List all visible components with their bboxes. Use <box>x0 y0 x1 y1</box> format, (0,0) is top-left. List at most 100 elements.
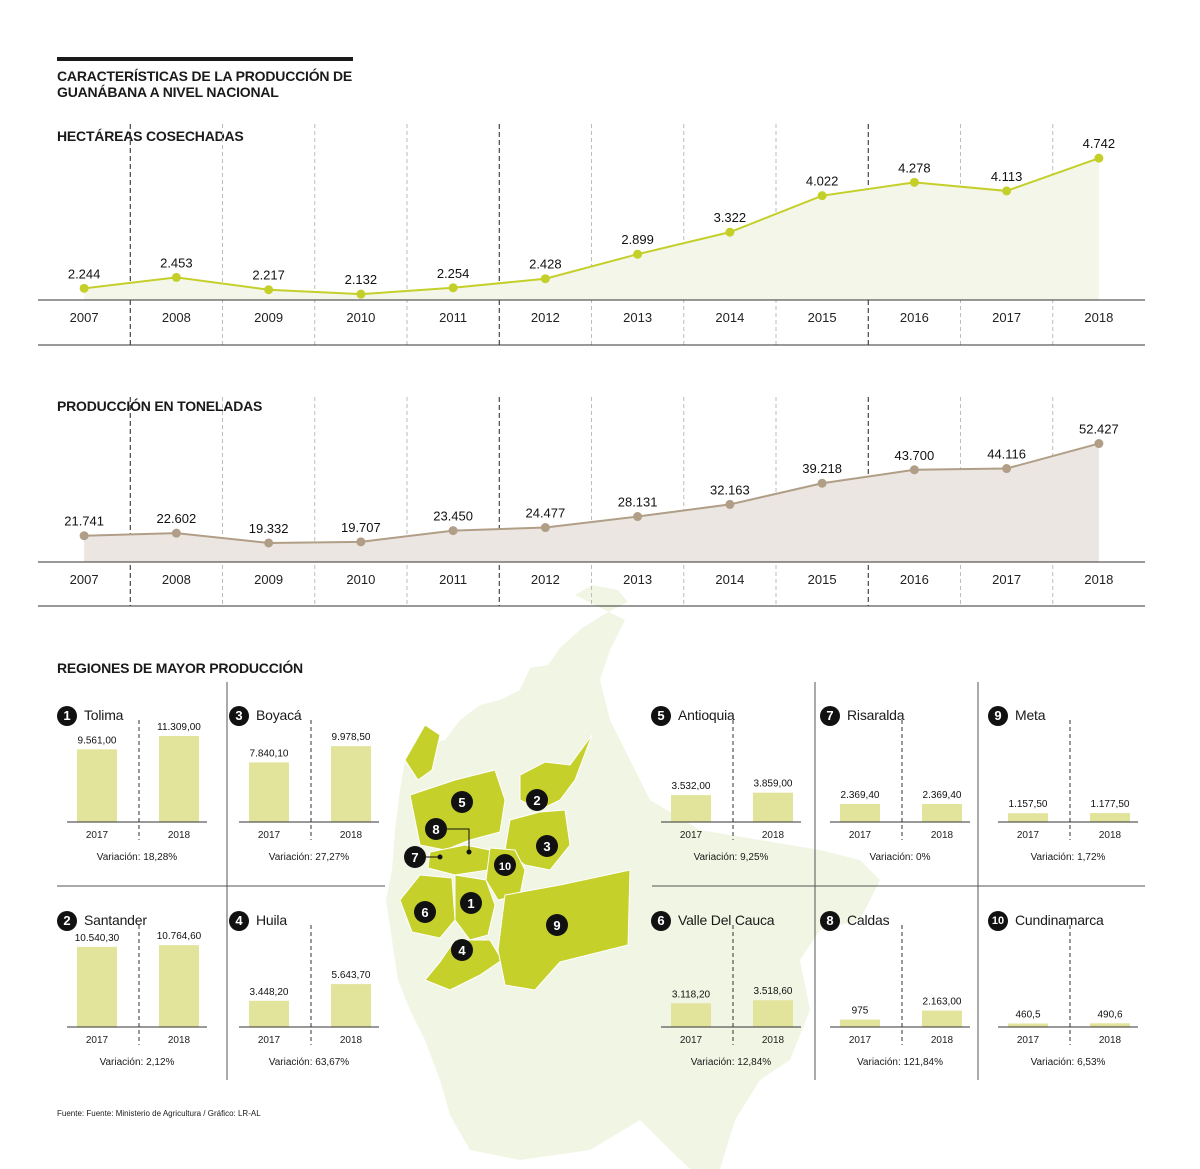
tons-value-label-2016: 43.700 <box>894 448 934 463</box>
map-choco-north <box>404 724 441 781</box>
rank-badge: 10 <box>988 911 1008 931</box>
rank-badge: 7 <box>820 706 840 726</box>
bar-tick-2018: 2018 <box>168 830 191 841</box>
map-marker-8 <box>425 818 447 840</box>
bar-tick-2017: 2017 <box>258 1035 281 1046</box>
bar-value-label-2017: 3.532,00 <box>672 781 711 792</box>
map-marker-7 <box>404 846 426 868</box>
bar-2018 <box>922 803 962 822</box>
hectares-point-2008 <box>171 272 181 282</box>
bar-2017 <box>1008 813 1048 822</box>
variation-label: Variación: 12,84% <box>690 1057 772 1068</box>
variation-label: Variación: 9,25% <box>693 852 769 863</box>
tons-point-2007 <box>79 531 89 541</box>
rank-badge: 4 <box>229 911 249 931</box>
hectares-tick-2012: 2012 <box>531 310 560 325</box>
tons-point-2008 <box>171 528 181 538</box>
hectares-value-label-2018: 4.742 <box>1083 136 1116 151</box>
bar-2017 <box>249 1000 289 1027</box>
bar-2017 <box>1008 1023 1048 1027</box>
bar-2018 <box>922 1010 962 1027</box>
bar-value-label-2017: 1.157,50 <box>1009 799 1048 810</box>
bar-tick-2017: 2017 <box>86 1035 109 1046</box>
bar-tick-2017: 2017 <box>258 830 281 841</box>
hectares-point-2014 <box>725 227 735 237</box>
map-dot-7 <box>437 854 443 860</box>
region-panel-cundinamarca: 10 Cundinamarca 460,5 2017 490,6 2018 Variació… <box>988 911 1148 1081</box>
regions-title: REGIONES DE MAYOR PRODUCCIÓN <box>57 660 303 676</box>
region-bar-chart: 3.118,20 2017 3.518,60 2018 <box>661 925 801 1046</box>
bar-value-label-2017: 10.540,30 <box>75 933 120 944</box>
tons-value-label-2012: 24.477 <box>525 506 565 521</box>
tons-tick-2016: 2016 <box>900 572 929 587</box>
tons-value-label-2008: 22.602 <box>156 511 196 526</box>
map-marker-3 <box>536 835 558 857</box>
hectares-tick-2013: 2013 <box>623 310 652 325</box>
bar-tick-2018: 2018 <box>340 830 363 841</box>
bar-2018 <box>331 746 371 822</box>
page-title: CARACTERÍSTICAS DE LA PRODUCCIÓN DE GUAN… <box>57 68 353 100</box>
tons-point-2015 <box>817 478 827 488</box>
bar-value-label-2018: 5.643,70 <box>332 970 371 981</box>
bar-value-label-2017: 3.448,20 <box>250 987 289 998</box>
variation-label: Variación: 27,27% <box>268 852 350 863</box>
bar-value-label-2018: 11.309,00 <box>157 722 201 733</box>
region-name: Santander <box>84 912 147 928</box>
map-marker-10 <box>494 854 516 876</box>
map-marker-3-label: 3 <box>543 839 550 854</box>
variation-label: Variación: 0% <box>869 852 931 863</box>
hectares-tick-2008: 2008 <box>162 310 191 325</box>
map-marker-1 <box>460 892 482 914</box>
map-marker-4 <box>451 939 473 961</box>
variation-label: Variación: 6,53% <box>1030 1057 1106 1068</box>
variation-label: Variación: 121,84% <box>857 1057 943 1068</box>
title-bar <box>57 57 353 61</box>
map-dot-8 <box>466 849 472 855</box>
hectares-point-2011 <box>448 283 458 293</box>
tons-point-2018 <box>1094 439 1104 449</box>
bar-tick-2017: 2017 <box>86 830 109 841</box>
bar-tick-2018: 2018 <box>340 1035 363 1046</box>
hectares-point-2009 <box>264 285 274 295</box>
map-marker-9-label: 9 <box>553 918 560 933</box>
hectares-tick-2010: 2010 <box>346 310 375 325</box>
region-bar-chart: 975 2017 2.163,00 2018 <box>830 925 970 1046</box>
variation-label: Variación: 1,72% <box>1030 852 1106 863</box>
hectares-area <box>84 158 1099 300</box>
bar-tick-2018: 2018 <box>931 1035 954 1046</box>
bar-tick-2018: 2018 <box>1099 830 1122 841</box>
tons-tick-2012: 2012 <box>531 572 560 587</box>
hectares-tick-2011: 2011 <box>439 310 467 325</box>
bar-2017 <box>77 946 117 1027</box>
hectares-value-label-2013: 2.899 <box>621 232 654 247</box>
chart-tons: 21.741 2007 22.602 2008 19.332 2009 19.707 2010… <box>38 397 1145 607</box>
hectares-point-2017 <box>1002 186 1012 196</box>
region-panel-caldas: 8 Caldas 975 2017 2.163,00 2018 Variación: 121… <box>820 911 980 1081</box>
region-bar-chart: 1.157,50 2017 1.177,50 2018 <box>998 720 1138 841</box>
map-marker-10-label: 10 <box>499 861 511 873</box>
tons-tick-2008: 2008 <box>162 572 191 587</box>
bar-2017 <box>671 795 711 822</box>
tons-value-label-2015: 39.218 <box>802 461 842 476</box>
map-marker-4-label: 4 <box>458 943 466 958</box>
hectares-series-line <box>84 157 1100 296</box>
region-panel-boyacá: 3 Boyacá 7.840,10 2017 9.978,50 2018 Variación… <box>229 706 389 876</box>
bar-value-label-2017: 2.369,40 <box>841 790 880 801</box>
bar-2017 <box>77 749 117 822</box>
bar-tick-2017: 2017 <box>849 1035 872 1046</box>
region-bar-chart: 460,5 2017 490,6 2018 <box>998 925 1138 1046</box>
region-bar-chart: 3.448,20 2017 5.643,70 2018 <box>239 925 379 1046</box>
hectares-value-label-2011: 2.254 <box>437 266 470 281</box>
hectares-tick-2016: 2016 <box>900 310 929 325</box>
hectares-point-2018 <box>1094 153 1104 163</box>
bar-2017 <box>249 762 289 822</box>
tons-value-label-2011: 23.450 <box>433 509 473 524</box>
hectares-point-2007 <box>79 283 89 293</box>
bar-value-label-2017: 460,5 <box>1015 1009 1040 1020</box>
bar-2018 <box>753 1000 793 1027</box>
region-bar-chart: 3.532,00 2017 3.859,00 2018 <box>661 720 801 841</box>
chart-title-hectares: HECTÁREAS COSECHADAS <box>57 128 244 144</box>
bar-2017 <box>840 1019 880 1027</box>
tons-tick-2011: 2011 <box>439 572 467 587</box>
